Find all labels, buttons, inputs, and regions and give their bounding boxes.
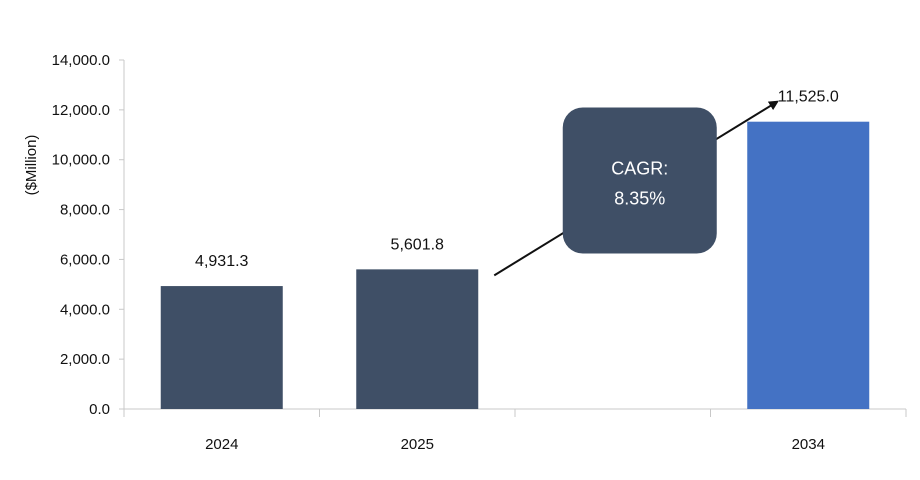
- y-tick-label: 10,000.0: [52, 152, 110, 169]
- y-tick-label: 4,000.0: [60, 301, 110, 318]
- y-tick-label: 0.0: [89, 401, 110, 418]
- x-tick-label-2024: 2024: [205, 436, 238, 453]
- bar-2024: [160, 286, 283, 409]
- data-label-2034: 11,525.0: [778, 89, 839, 106]
- x-tick-label-2025: 2025: [401, 436, 434, 453]
- y-axis-title: ($Million): [23, 135, 40, 196]
- y-tick-label: 6,000.0: [60, 251, 110, 268]
- data-label-2025: 5,601.8: [391, 236, 444, 253]
- bar-2034: [747, 121, 870, 409]
- cagr-box: [562, 107, 717, 254]
- bar-2025: [356, 269, 479, 409]
- cagr-annotation: CAGR: 8.35%: [493, 100, 779, 277]
- y-tick-label: 8,000.0: [60, 202, 110, 219]
- y-tick-label: 14,000.0: [52, 52, 110, 69]
- data-label-2024: 4,931.3: [195, 253, 248, 270]
- y-tick-label: 2,000.0: [60, 351, 110, 368]
- cagr-label: CAGR:: [611, 159, 668, 179]
- cagr-value: 8.35%: [614, 189, 665, 209]
- x-tick-label-2034: 2034: [792, 436, 825, 453]
- plot-area: 0.0 2,000.0 4,000.0 6,000.0 8,000.0 10,000.0 1…: [52, 52, 907, 453]
- y-tick-label: 12,000.0: [52, 102, 110, 119]
